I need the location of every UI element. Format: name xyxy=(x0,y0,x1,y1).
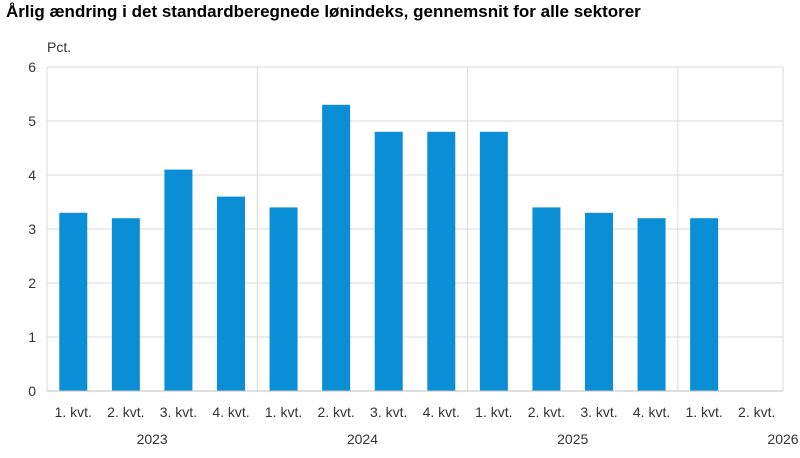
x-tick-label: 2. kvt. xyxy=(738,404,775,420)
x-tick-label: 1. kvt. xyxy=(265,404,302,420)
bar xyxy=(59,212,88,391)
y-tick-label: 4 xyxy=(28,167,36,183)
year-label: 2023 xyxy=(137,431,168,447)
x-tick-label: 2. kvt. xyxy=(317,404,354,420)
bar xyxy=(217,196,245,391)
bar xyxy=(479,131,508,392)
bar xyxy=(269,207,298,391)
bar xyxy=(690,218,719,391)
x-tick-label: 4. kvt. xyxy=(212,404,249,420)
x-tick-label: 2. kvt. xyxy=(528,404,565,420)
bar xyxy=(322,104,351,392)
y-tick-label: 3 xyxy=(28,221,36,237)
x-tick-label: 4. kvt. xyxy=(423,404,460,420)
bars-layer xyxy=(59,104,719,392)
x-tick-label: 2. kvt. xyxy=(107,404,144,420)
chart-title: Årlig ændring i det standardberegnede lø… xyxy=(6,2,641,21)
bar xyxy=(532,207,561,391)
x-tick-label: 1. kvt. xyxy=(55,404,92,420)
y-tick-label: 1 xyxy=(28,329,36,345)
grid-layer xyxy=(46,66,784,392)
x-tick-label: 3. kvt. xyxy=(580,404,617,420)
x-tick-label: 1. kvt. xyxy=(685,404,722,420)
year-label: 2025 xyxy=(557,431,588,447)
year-label: 2026 xyxy=(767,431,798,447)
x-tick-label: 4. kvt. xyxy=(633,404,670,420)
year-label: 2024 xyxy=(347,431,378,447)
bar xyxy=(111,218,140,391)
y-tick-label: 5 xyxy=(28,113,36,129)
y-tick-label: 6 xyxy=(28,59,36,75)
x-tick-label: 3. kvt. xyxy=(370,404,407,420)
bar xyxy=(427,131,456,392)
x-tick-label: 3. kvt. xyxy=(160,404,197,420)
bar xyxy=(164,169,193,391)
axis-layer: 0 1 2 3 4 5 6 1. kvt. 2. kvt. 3. kvt. 4. kvt. 1. kv… xyxy=(28,59,799,447)
y-tick-label: 2 xyxy=(28,275,36,291)
bar xyxy=(585,212,613,391)
bar xyxy=(637,218,666,391)
y-tick-label: 0 xyxy=(28,383,36,399)
y-axis-label: Pct. xyxy=(47,39,71,55)
bar xyxy=(374,131,403,392)
x-tick-label: 1. kvt. xyxy=(475,404,512,420)
